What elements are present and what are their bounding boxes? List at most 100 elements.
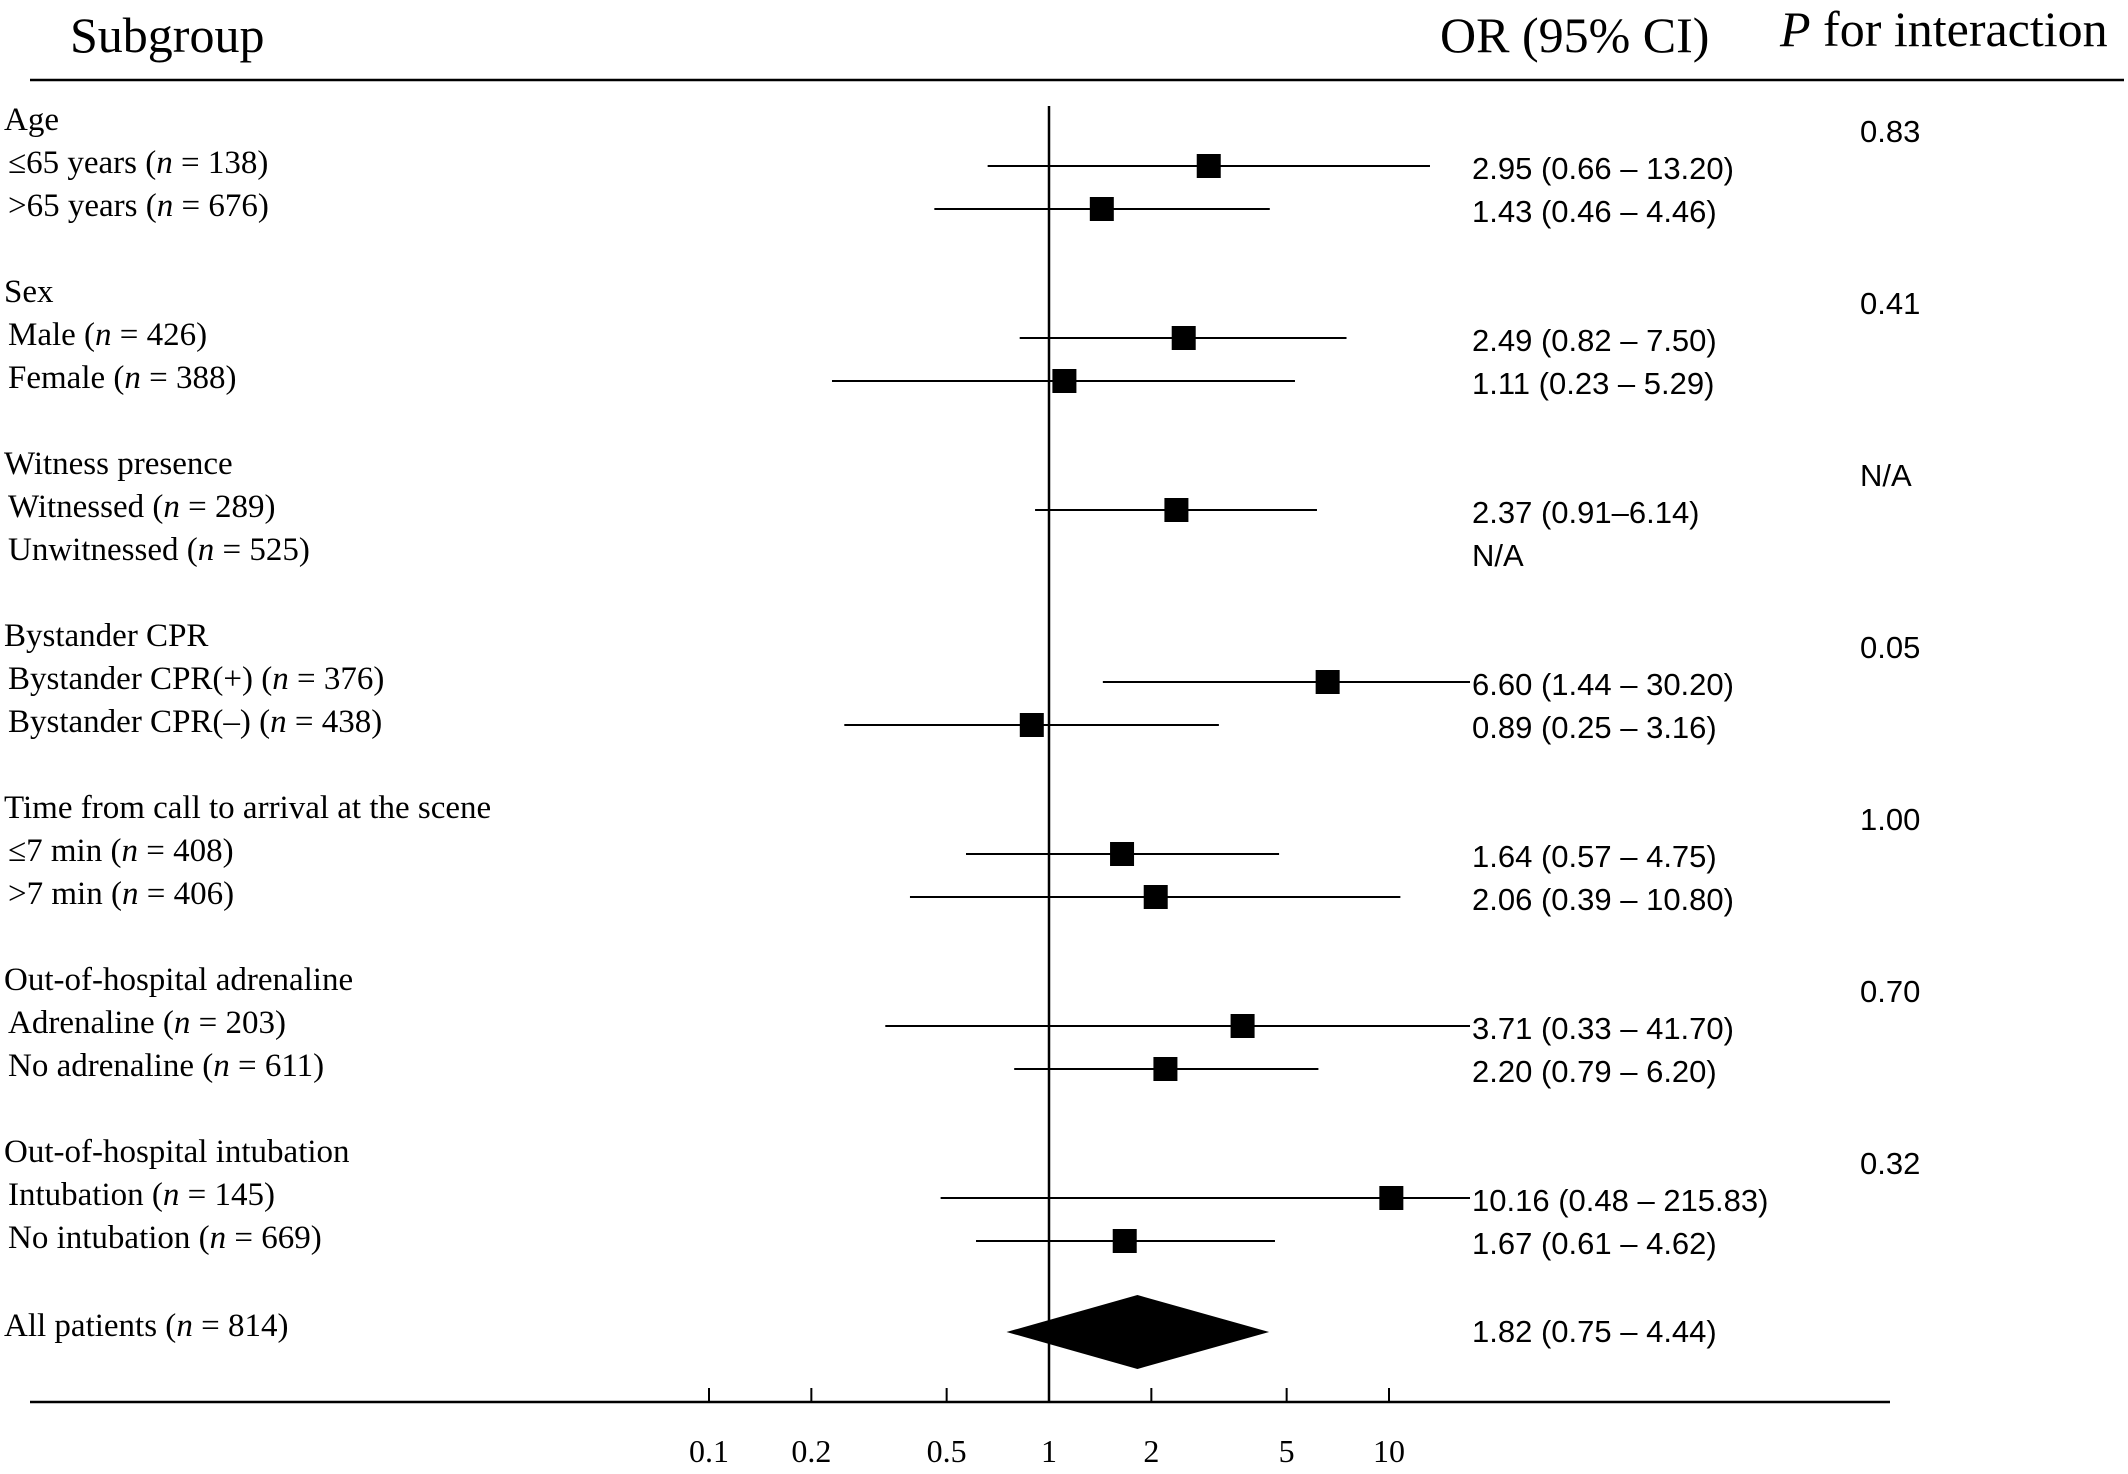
group-label: Bystander CPR [4, 618, 208, 654]
header-p-letter: P [1779, 1, 1811, 57]
subgroup-label-equals: = [214, 532, 249, 568]
group-label: Time from call to arrival at the scene [4, 790, 491, 826]
subgroup-label-equals: = [138, 876, 173, 912]
group-label: Age [4, 102, 59, 138]
or-ci-text: 2.95 (0.66 – 13.20) [1472, 151, 1734, 186]
subgroup-label-text: Intubation ( [8, 1177, 163, 1213]
p-interaction-value: 0.70 [1860, 974, 1920, 1009]
subgroup-label-text: Adrenaline ( [8, 1005, 174, 1041]
subgroup-label-equals: = [173, 145, 208, 181]
subgroup-label-close: ) [265, 489, 276, 525]
or-ci-text: 1.67 (0.61 – 4.62) [1472, 1226, 1717, 1261]
subgroup-label-equals: = [190, 1005, 225, 1041]
subgroup-label-text: Male ( [8, 317, 95, 353]
subgroup-label-n-value: 426 [147, 317, 197, 353]
x-tick-label: 10 [1373, 1433, 1405, 1469]
p-interaction-value: 0.83 [1860, 114, 1920, 149]
or-ci-text: 10.16 (0.48 – 215.83) [1472, 1183, 1768, 1218]
or-ci-text: 6.60 (1.44 – 30.20) [1472, 667, 1734, 702]
subgroup-label: Bystander CPR(–) (n = 438) [8, 704, 382, 740]
subgroup-label: >7 min (n = 406) [8, 876, 234, 912]
subgroup-label-close: ) [373, 661, 384, 697]
subgroup-label-equals: = [180, 489, 215, 525]
subgroup-label-n-value: 388 [176, 360, 226, 396]
subgroup-label-close: ) [223, 876, 234, 912]
or-ci-text: 2.37 (0.91–6.14) [1472, 495, 1700, 530]
subgroup-label-close: ) [258, 188, 269, 224]
subgroup-label-close: ) [223, 833, 234, 869]
subgroup-label-close: ) [371, 704, 382, 740]
p-interaction-value: 1.00 [1860, 802, 1920, 837]
subgroup-label-n-value: 203 [225, 1005, 275, 1041]
subgroup-label-n-symbol: n [174, 1005, 191, 1041]
subgroup-label-n-value: 406 [174, 876, 224, 912]
subgroup-label-text: Witnessed ( [8, 489, 163, 525]
group-label: Out-of-hospital intubation [4, 1134, 350, 1170]
subgroup-label-close: ) [226, 360, 237, 396]
subgroup-label: Unwitnessed (n = 525) [8, 532, 310, 568]
subgroup-label-n-symbol: n [210, 1220, 227, 1256]
or-ci-text: N/A [1472, 538, 1524, 573]
subgroup-label-n-value: 138 [208, 145, 258, 181]
or-point-marker [1315, 670, 1340, 694]
subgroup-label-n-symbol: n [122, 876, 139, 912]
subgroup-label: Male (n = 426) [8, 317, 207, 353]
group-label: Sex [4, 274, 54, 310]
header-p-rest: for interaction [1811, 1, 2108, 57]
subgroup-label: Bystander CPR(+) (n = 376) [8, 661, 384, 697]
subgroup-label-close: ) [257, 145, 268, 181]
subgroup-label-text: No intubation ( [8, 1220, 210, 1256]
subgroup-label-n-symbol: n [213, 1048, 230, 1084]
subgroup-label: Adrenaline (n = 203) [8, 1005, 286, 1041]
subgroup-label-equals: = [226, 1220, 261, 1256]
or-ci-text: 1.11 (0.23 – 5.29) [1472, 366, 1714, 401]
or-point-marker [1230, 1014, 1255, 1038]
p-interaction-value: N/A [1860, 458, 1912, 493]
header-p-interaction: P for interaction [1779, 1, 2108, 57]
subgroup-label-n-value: 438 [322, 704, 372, 740]
x-tick-label: 0.2 [791, 1433, 831, 1469]
subgroup-label-equals: = [112, 317, 147, 353]
subgroup-label-n-symbol: n [163, 1177, 180, 1213]
subgroup-label-text: Bystander CPR(+) ( [8, 661, 272, 697]
subgroup-label-n-symbol: n [157, 188, 174, 224]
subgroup-label-text: Female ( [8, 360, 124, 396]
or-point-marker [1052, 369, 1077, 393]
subgroup-label-n-value: 611 [265, 1048, 313, 1084]
subgroup-label-equals: = [138, 833, 173, 869]
x-tick-label: 5 [1279, 1433, 1295, 1469]
overall-label: All patients (n = 814) [4, 1308, 288, 1344]
subgroup-label-n-symbol: n [163, 489, 180, 525]
x-tick-label: 1 [1041, 1433, 1057, 1469]
subgroup-label-n-value: 145 [215, 1177, 265, 1213]
or-ci-text: 0.89 (0.25 – 3.16) [1472, 710, 1717, 745]
or-point-marker [1379, 1186, 1404, 1210]
header-subgroup: Subgroup [70, 7, 264, 63]
subgroup-label-close: ) [264, 1177, 275, 1213]
subgroup-label: >65 years (n = 676) [8, 188, 269, 224]
group-label: Out-of-hospital adrenaline [4, 962, 353, 998]
subgroup-label-text: >7 min ( [8, 876, 122, 912]
or-point-marker [1019, 713, 1044, 737]
p-interaction-value: 0.41 [1860, 286, 1920, 321]
subgroup-label-text: >65 years ( [8, 188, 157, 224]
subgroup-label: No intubation (n = 669) [8, 1220, 322, 1256]
subgroup-label: ≤65 years (n = 138) [8, 145, 268, 181]
subgroup-label: ≤7 min (n = 408) [8, 833, 234, 869]
subgroup-label-n-value: 408 [173, 833, 223, 869]
overall-label-close: ) [277, 1308, 288, 1344]
overall-label-n-value: 814 [228, 1308, 278, 1344]
subgroup-label-n-symbol: n [272, 661, 289, 697]
overall-label-text: All patients ( [4, 1308, 176, 1344]
subgroup-label: Witnessed (n = 289) [8, 489, 276, 525]
subgroup-label-equals: = [287, 704, 322, 740]
subgroup-label-n-symbol: n [198, 532, 215, 568]
overall-label-equals: = [193, 1308, 228, 1344]
p-interaction-value: 0.32 [1860, 1146, 1920, 1181]
subgroup-label-n-value: 525 [249, 532, 299, 568]
overall-diamond [1006, 1295, 1270, 1369]
or-ci-text: 3.71 (0.33 – 41.70) [1472, 1011, 1734, 1046]
p-interaction-value: 0.05 [1860, 630, 1920, 665]
subgroup-label-close: ) [313, 1048, 324, 1084]
